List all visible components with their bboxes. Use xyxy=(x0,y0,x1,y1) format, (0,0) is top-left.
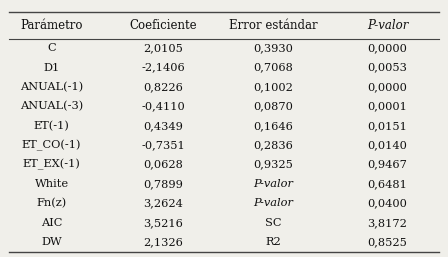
Text: P-valor: P-valor xyxy=(253,179,293,189)
Text: 0,0140: 0,0140 xyxy=(367,140,408,150)
Text: 0,0001: 0,0001 xyxy=(367,102,408,112)
Text: DW: DW xyxy=(41,237,62,247)
Text: P-valor: P-valor xyxy=(367,19,408,32)
Text: -2,1406: -2,1406 xyxy=(142,63,185,73)
Text: AIC: AIC xyxy=(41,218,62,228)
Text: -0,4110: -0,4110 xyxy=(142,102,185,112)
Text: 0,0053: 0,0053 xyxy=(367,63,408,73)
Text: ET(-1): ET(-1) xyxy=(34,121,69,131)
Text: ANUAL(-1): ANUAL(-1) xyxy=(20,82,83,92)
Text: 0,2836: 0,2836 xyxy=(253,140,293,150)
Text: 3,2624: 3,2624 xyxy=(143,198,184,208)
Text: ANUAL(-3): ANUAL(-3) xyxy=(20,101,83,112)
Text: 0,9467: 0,9467 xyxy=(367,160,408,170)
Text: 2,0105: 2,0105 xyxy=(143,43,184,53)
Text: 0,6481: 0,6481 xyxy=(367,179,408,189)
Text: 0,0870: 0,0870 xyxy=(253,102,293,112)
Text: Error estándar: Error estándar xyxy=(229,19,318,32)
Text: 0,1002: 0,1002 xyxy=(253,82,293,92)
Text: ET_CO(-1): ET_CO(-1) xyxy=(22,140,81,151)
Text: C: C xyxy=(47,43,56,53)
Text: White: White xyxy=(34,179,69,189)
Text: 3,8172: 3,8172 xyxy=(367,218,408,228)
Text: 3,5216: 3,5216 xyxy=(143,218,184,228)
Text: 0,7068: 0,7068 xyxy=(253,63,293,73)
Text: 0,0000: 0,0000 xyxy=(367,82,408,92)
Text: Fn(z): Fn(z) xyxy=(36,198,67,209)
Text: D1: D1 xyxy=(43,63,60,73)
Text: 0,0000: 0,0000 xyxy=(367,43,408,53)
Text: ET_EX(-1): ET_EX(-1) xyxy=(22,159,81,170)
Text: Coeficiente: Coeficiente xyxy=(130,19,197,32)
Text: 0,3930: 0,3930 xyxy=(253,43,293,53)
Text: P-valor: P-valor xyxy=(253,198,293,208)
Text: 2,1326: 2,1326 xyxy=(143,237,184,247)
Text: -0,7351: -0,7351 xyxy=(142,140,185,150)
Text: 0,7899: 0,7899 xyxy=(143,179,184,189)
Text: 0,0628: 0,0628 xyxy=(143,160,184,170)
Text: 0,8226: 0,8226 xyxy=(143,82,184,92)
Text: R2: R2 xyxy=(265,237,281,247)
Text: 0,8525: 0,8525 xyxy=(367,237,408,247)
Text: 0,4349: 0,4349 xyxy=(143,121,184,131)
Text: 0,1646: 0,1646 xyxy=(253,121,293,131)
Text: Parámetro: Parámetro xyxy=(20,19,83,32)
Text: 0,0151: 0,0151 xyxy=(367,121,408,131)
Text: SC: SC xyxy=(265,218,281,228)
Text: 0,9325: 0,9325 xyxy=(253,160,293,170)
Text: 0,0400: 0,0400 xyxy=(367,198,408,208)
